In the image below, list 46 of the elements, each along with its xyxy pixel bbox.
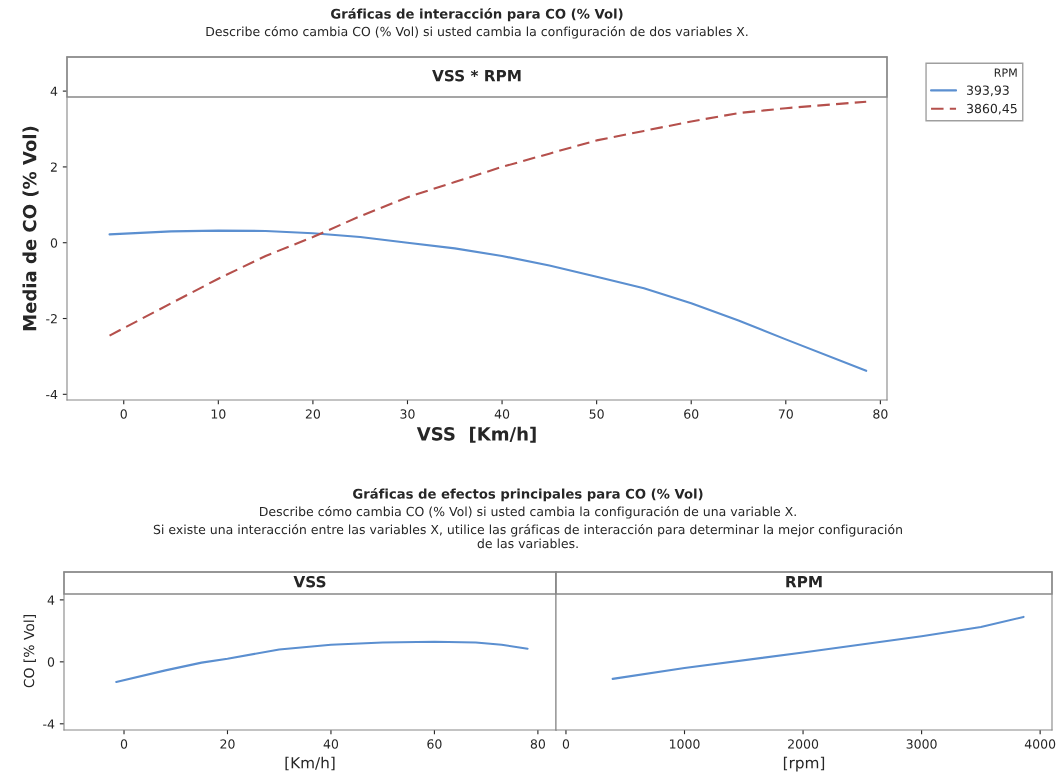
x-tick-label: 0 [120,409,127,419]
x-axis-title: [Km/h] [285,756,335,771]
y-tick-label: 4 [47,595,55,605]
y-axis-title: Media de CO (% Vol) [22,126,39,331]
x-tick-label: 80 [530,739,546,749]
text: Describe cómo cambia CO (% Vol) si usted cambia la configuración de dos variables X. [206,26,748,39]
text: Describe cómo cambia CO (% Vol) si usted cambia la configuración de una variable X. [260,506,796,519]
y-axis-title: CO [% Vol] [23,615,36,688]
x-tick-label: 0 [562,739,570,749]
y-tick-label: 0 [50,238,58,248]
y-tick-label: 2 [50,162,57,172]
x-tick-label: 50 [589,409,604,419]
x-tick-label: 40 [323,739,339,749]
x-tick-label: 2000 [788,739,819,749]
line-series [108,100,868,337]
x-tick-label: 70 [778,409,793,419]
y-tick-label: -4 [43,719,55,729]
text: Gráficas de interacción para CO (% Vol) [331,8,623,22]
y-tick-label: 4 [50,86,58,96]
text: Gráficas de efectos principales para CO (% Vol) [353,488,703,502]
x-tick-label: 4000 [1024,739,1056,749]
legend-label: 3860,45 [967,103,1017,115]
y-tick-label: -4 [46,389,58,400]
x-axis-title: [rpm] [783,756,825,772]
x-tick-label: 30 [400,409,415,419]
x-tick-label: 20 [305,409,321,419]
legend-label: 393,93 [967,85,1009,97]
chart-title: VSS [293,575,326,588]
x-tick-label: 3000 [906,739,937,749]
x-tick-label: 60 [684,409,699,419]
chart-title: RPM [786,576,822,588]
x-tick-label: 20 [220,739,235,749]
text: Si existe una interacción entre las variables X, utilice las gráficas de interacción para determinar la mejor configuración de las variables. [153,524,902,549]
line-series [115,640,529,684]
x-tick-label: 10 [211,409,226,419]
x-tick-label: 1000 [669,739,700,749]
y-tick-label: -2 [46,313,57,324]
x-tick-label: 40 [494,409,510,419]
line-series [108,229,868,372]
x-tick-label: 80 [873,409,888,419]
y-tick-label: 0 [47,657,55,667]
legend-title: RPM [994,68,1017,77]
x-tick-label: 60 [427,739,442,749]
x-axis-title: VSS [Km/h] [416,426,536,443]
text: VSS * RPM [432,69,521,82]
x-tick-label: 0 [120,739,128,749]
